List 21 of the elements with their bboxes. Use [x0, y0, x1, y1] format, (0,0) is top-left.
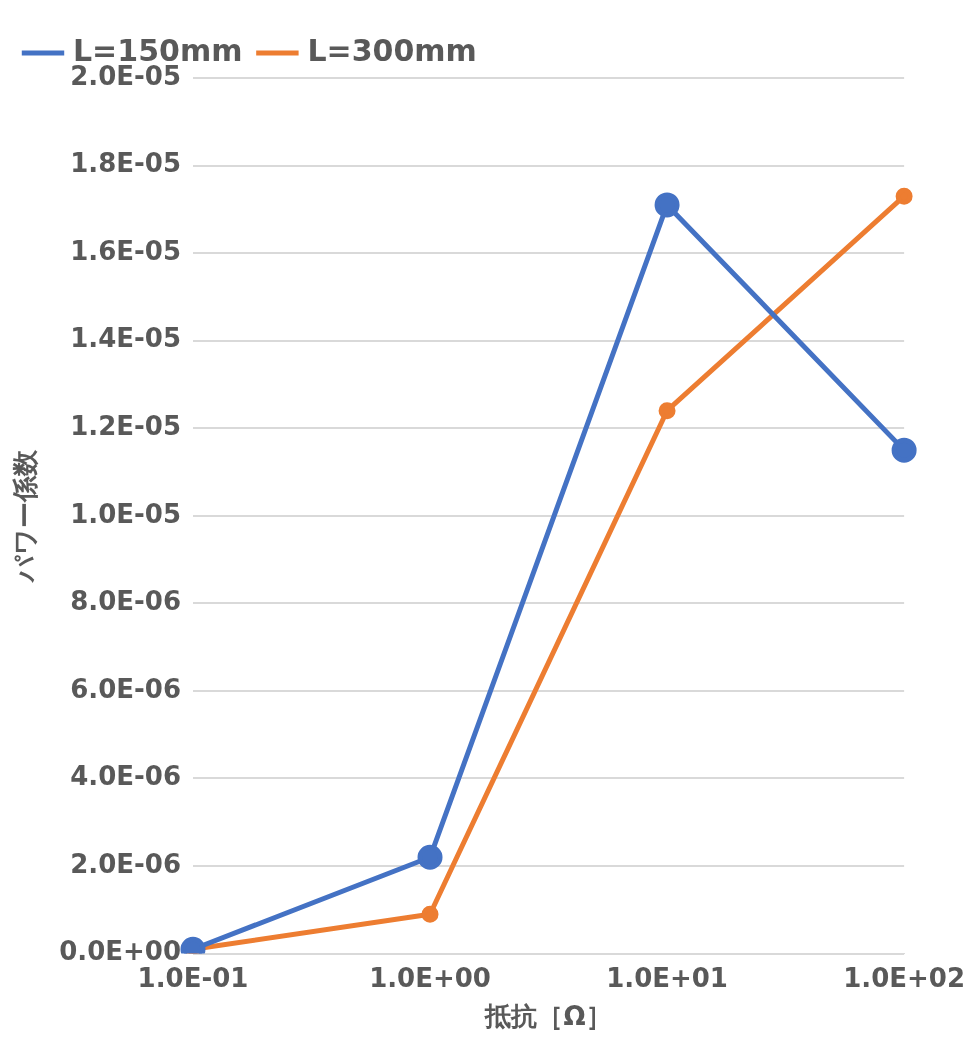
y-tick-label: 1.2E-05 — [70, 410, 181, 441]
x-tick-label: 1.0E+01 — [606, 962, 728, 993]
y-tick-label: 4.0E-06 — [70, 761, 181, 792]
point — [658, 402, 676, 420]
legend-label: L=300mm — [307, 32, 477, 68]
point — [891, 437, 917, 463]
y-axis-title: パワー係数 — [10, 448, 41, 584]
y-tick-label: 6.0E-06 — [70, 673, 181, 704]
y-tick-label: 1.6E-05 — [70, 235, 181, 266]
point — [421, 905, 439, 923]
point — [654, 192, 680, 218]
y-tick-label: 1.0E-05 — [70, 498, 181, 529]
point — [417, 844, 443, 870]
y-tick-label: 8.0E-06 — [70, 586, 181, 617]
x-tick-label: 1.0E+00 — [369, 962, 491, 993]
x-axis-title: 抵抗［Ω］ — [484, 1001, 612, 1032]
y-tick-label: 1.4E-05 — [70, 323, 181, 354]
y-tick-label: 1.8E-05 — [70, 148, 181, 179]
point — [895, 187, 913, 205]
y-tick-label: 2.0E-06 — [70, 848, 181, 879]
x-tick-label: 1.0E+02 — [843, 962, 966, 993]
